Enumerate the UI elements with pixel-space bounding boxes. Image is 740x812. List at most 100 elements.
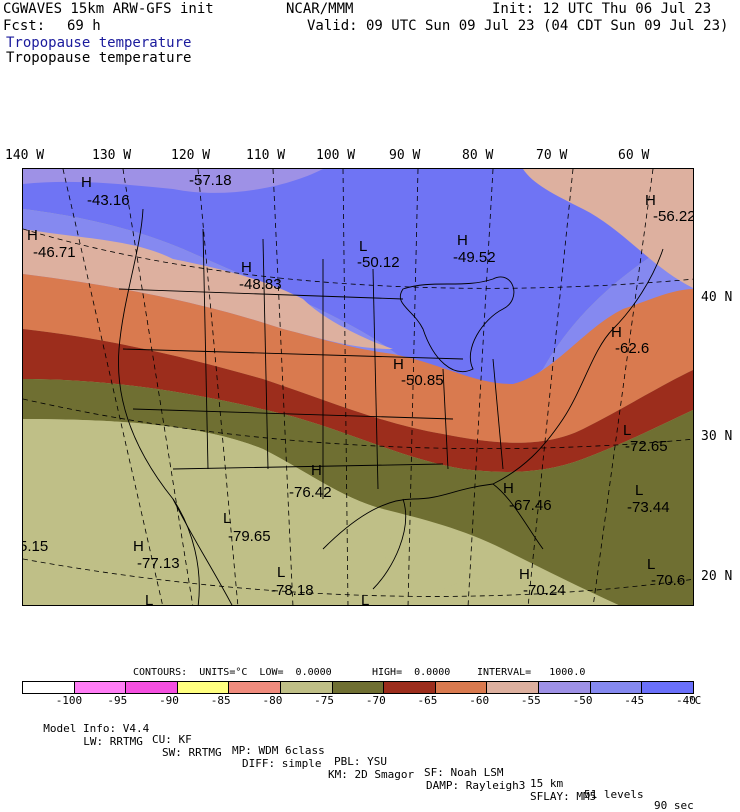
timestep: 90 sec xyxy=(654,799,694,812)
center-letter: H xyxy=(519,566,530,583)
center-letter: L xyxy=(635,482,643,499)
model-title: CGWAVES 15km ARW-GFS init xyxy=(3,1,214,17)
center-value: -43.16 xyxy=(87,192,130,209)
colorbar-swatch xyxy=(589,682,642,693)
colorbar-tick-label: -75 xyxy=(314,694,335,707)
center-letter: H xyxy=(611,324,622,341)
lon-label: 140 W xyxy=(5,148,45,163)
contour-units: CONTOURS: UNITS=°C LOW= 0.0000 xyxy=(133,667,332,678)
colorbar-swatch xyxy=(228,682,281,693)
colorbar-swatch xyxy=(23,682,74,693)
map-panel: H -43.16 -57.18 H -46.71 H -48.83 L -50.… xyxy=(22,168,694,606)
contour-high: HIGH= 0.0000 xyxy=(372,667,451,678)
colorbar-tick-label: -95 xyxy=(107,694,128,707)
colorbar-tick-label: -100 xyxy=(55,694,83,707)
center-letter: H xyxy=(503,480,514,497)
colorbar-tick-label: -45 xyxy=(624,694,645,707)
lon-label: 60 W xyxy=(618,148,650,163)
colorbar-swatch xyxy=(486,682,539,693)
center-value: -57.18 xyxy=(189,172,232,189)
colorbar-tick-label: -55 xyxy=(520,694,541,707)
lon-label: 70 W xyxy=(536,148,568,163)
lat-label: 40 N xyxy=(701,290,733,305)
colorbar-swatch xyxy=(383,682,435,693)
center-letter: H xyxy=(311,462,322,479)
center-value: -50.12 xyxy=(357,254,400,271)
colorbar-unit: °C xyxy=(688,694,702,707)
colorbar-tick-label: -70 xyxy=(365,694,386,707)
band-minus55 xyxy=(23,229,393,349)
center-letter: H xyxy=(645,192,656,209)
band-minus65 xyxy=(23,329,693,472)
center-letter: H xyxy=(27,227,38,244)
valid-time: Valid: 09 UTC Sun 09 Jul 23 (04 CDT Sun … xyxy=(307,18,729,34)
lon-label: 110 W xyxy=(246,148,286,163)
tropopause-temperature-map: H -43.16 -57.18 H -46.71 H -48.83 L -50.… xyxy=(23,169,694,606)
colorbar-swatch xyxy=(434,682,487,693)
field-title-primary: Tropopause temperature xyxy=(6,35,192,51)
band-minus75-se xyxy=(443,578,583,605)
colorbar-tick-label: -60 xyxy=(469,694,490,707)
colorbar-swatch xyxy=(280,682,332,693)
center-value: -78.18 xyxy=(271,582,314,599)
center-value: -70.6 xyxy=(651,572,685,589)
center-letter: H xyxy=(457,232,468,249)
center-letter: L xyxy=(145,592,153,606)
colorbar-swatch xyxy=(125,682,177,693)
lat-label: 30 N xyxy=(701,429,733,444)
surface-layer: SFLAY: MM5 xyxy=(530,790,597,803)
center-value: -79.65 xyxy=(228,528,271,545)
colorbar-tick-label: -65 xyxy=(417,694,438,707)
shortwave: SW: RRTMG xyxy=(162,746,222,759)
colorbar-tick-label: -80 xyxy=(262,694,283,707)
band-minus60 xyxy=(23,274,693,443)
pbl: PBL: YSU xyxy=(334,755,387,768)
colorbar-tick-label: -90 xyxy=(159,694,179,707)
center-value: -49.52 xyxy=(453,249,496,266)
center-letter: L xyxy=(277,564,285,581)
band-minus75-sw xyxy=(23,419,392,605)
center-letter: L xyxy=(223,510,231,527)
band-minus50 xyxy=(23,169,323,193)
lon-label: 80 W xyxy=(462,148,494,163)
center-letter: H xyxy=(133,538,144,555)
center-letter: H xyxy=(241,259,252,276)
resolution: 15 km xyxy=(530,777,564,790)
surface: SF: Noah LSM xyxy=(424,766,504,779)
lon-label: 130 W xyxy=(92,148,132,163)
colorbar-swatch xyxy=(73,682,126,693)
center-value: -48.83 xyxy=(239,276,282,293)
lon-label: 100 W xyxy=(316,148,356,163)
forecast-hour: 69 h xyxy=(67,18,101,34)
forecast-label: Fcst: xyxy=(3,18,46,34)
model-info-line2: LW: RRTMG SW: RRTMG DIFF: simple KM: 2D … xyxy=(70,725,596,802)
center-value: -77.13 xyxy=(137,555,180,572)
center-value: -50.85 xyxy=(401,372,444,389)
colorbar-swatch xyxy=(538,682,590,693)
colorbar-swatch xyxy=(176,682,229,693)
center-value: -73.44 xyxy=(627,499,670,516)
center-letter: L xyxy=(359,238,367,255)
center-value: -70.24 xyxy=(523,582,566,599)
colorbar-swatch xyxy=(641,682,693,693)
center-letter: L xyxy=(647,556,655,573)
diffusion: DIFF: simple xyxy=(242,757,322,770)
band-minus40 xyxy=(23,169,693,387)
field-title-secondary: Tropopause temperature xyxy=(6,50,192,66)
center-letter: L xyxy=(361,592,369,606)
center-value: -62.6 xyxy=(615,340,649,357)
colorbar xyxy=(22,681,694,694)
center-value: -56.22 xyxy=(653,208,694,225)
center-value: 5.15 xyxy=(23,538,48,555)
center-letter: H xyxy=(393,356,404,373)
colorbar-tick-label: -40 xyxy=(676,694,696,707)
model-info: Model Info: V4.4 xyxy=(43,722,150,735)
init-time: Init: 12 UTC Thu 06 Jul 23 xyxy=(492,1,712,17)
contour-interval: INTERVAL= 1000.0 xyxy=(477,667,586,678)
center-letter: L xyxy=(623,422,631,439)
coastlines-and-borders xyxy=(118,208,664,605)
colorbar-tick-label: -85 xyxy=(210,694,231,707)
colorbar-tick-label: -50 xyxy=(572,694,593,707)
colorbar-swatch xyxy=(331,682,384,693)
lon-label: 90 W xyxy=(389,148,421,163)
